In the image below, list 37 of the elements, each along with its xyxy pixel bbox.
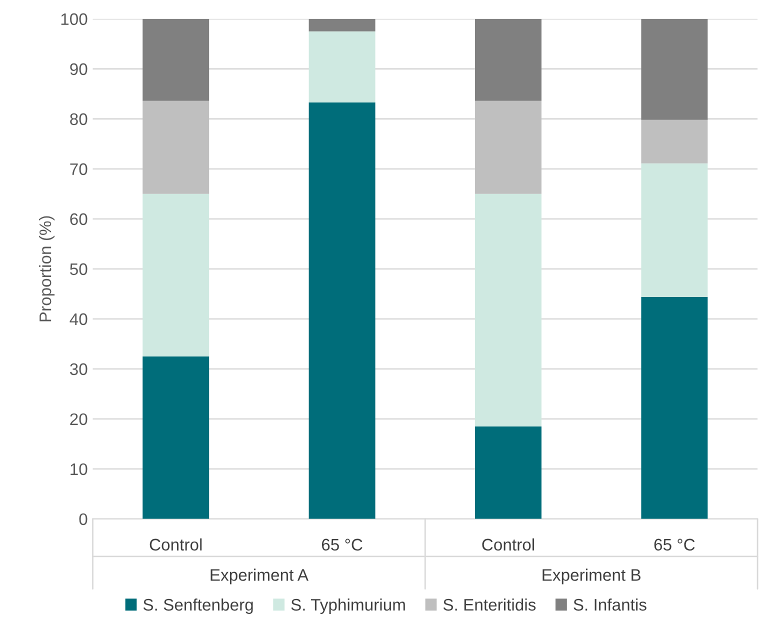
bar	[641, 296, 708, 519]
x-tick-label: Control	[150, 538, 202, 551]
bar	[641, 163, 708, 297]
bar	[142, 194, 210, 356]
bar	[308, 31, 376, 102]
text: Experiment B	[542, 568, 640, 584]
bar	[475, 194, 542, 426]
y-tick-label: 10	[70, 463, 88, 476]
x-tick-label: 65 °C	[322, 538, 362, 551]
y-tick-label: 100	[61, 13, 88, 26]
bar	[308, 18, 376, 32]
y-tick-label: 20	[70, 413, 88, 426]
bar	[641, 120, 708, 164]
y-tick-label: 70	[70, 163, 88, 176]
x-tick-label: 65 °C	[654, 538, 695, 551]
bar	[475, 100, 542, 194]
y-tick-label: 80	[70, 113, 88, 126]
y-tick-label: 60	[70, 213, 88, 226]
y-tick-label: 30	[70, 363, 88, 376]
y-tick-label: 90	[70, 63, 88, 76]
bar	[475, 426, 542, 519]
y-tick-label: 50	[70, 263, 88, 276]
y-tick-label: 0	[79, 513, 88, 526]
legend-label: S. Enteritidis	[443, 598, 536, 611]
legend-label: S. Infantis	[574, 598, 646, 611]
bar	[475, 18, 542, 101]
bar	[308, 102, 376, 519]
y-axis-title: Proportion (%)	[39, 216, 55, 322]
legend-label: S. Typhimurium	[291, 598, 405, 614]
bar	[641, 18, 708, 120]
text: Experiment A	[210, 568, 308, 584]
bar	[142, 100, 210, 194]
bar	[142, 356, 210, 519]
bar	[142, 18, 210, 101]
legend-label: S. Senftenberg	[143, 598, 253, 614]
y-tick-label: 40	[70, 313, 88, 326]
x-tick-label: Control	[482, 538, 534, 551]
